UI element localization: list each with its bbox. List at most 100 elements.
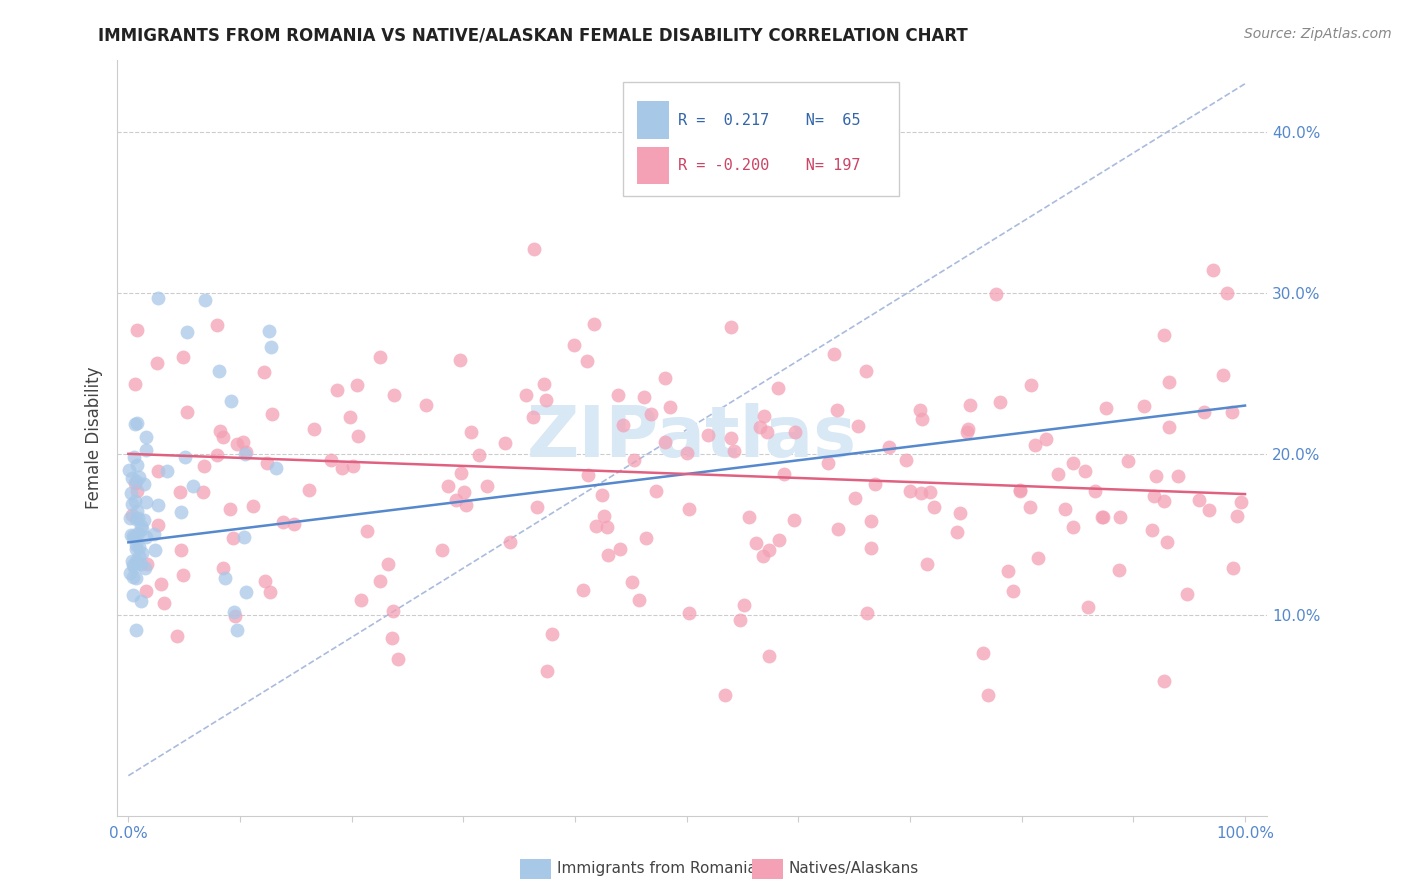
Point [749, 419, 772, 434]
Point [536, 393, 558, 408]
Point [752, 409, 775, 423]
Point [1116, 454, 1139, 468]
Point [221, 531, 243, 545]
Point [146, 464, 169, 478]
Point [728, 613, 751, 627]
Point [1153, 674, 1175, 689]
Point [1092, 509, 1115, 524]
Point [125, 571, 148, 585]
Point [1062, 456, 1084, 470]
Point [758, 648, 780, 663]
Point [863, 477, 886, 491]
Point [898, 484, 921, 499]
Point [253, 574, 276, 588]
Point [253, 366, 276, 380]
Point [208, 424, 231, 438]
Point [877, 440, 900, 454]
Point [124, 417, 146, 432]
Point [1157, 420, 1180, 434]
Point [135, 430, 157, 444]
Point [645, 484, 668, 499]
Point [118, 463, 141, 477]
Point [127, 525, 149, 540]
Point [145, 356, 167, 370]
Point [122, 558, 145, 572]
Point [134, 513, 156, 527]
Point [918, 485, 941, 500]
Point [146, 518, 169, 533]
Point [222, 605, 245, 619]
Bar [637, 146, 669, 185]
Point [768, 533, 790, 548]
Point [124, 377, 146, 392]
Point [205, 318, 228, 332]
Point [640, 407, 662, 421]
Point [156, 464, 179, 478]
Point [745, 536, 768, 550]
Point [768, 381, 790, 395]
Point [1108, 563, 1130, 577]
Point [823, 346, 845, 360]
Point [593, 509, 616, 524]
Text: ZIPatlas: ZIPatlas [527, 403, 858, 472]
Point [976, 688, 998, 702]
Point [128, 540, 150, 554]
Point [1192, 405, 1215, 419]
Point [1143, 489, 1166, 503]
Point [922, 500, 945, 514]
Point [972, 646, 994, 660]
Point [1108, 510, 1130, 524]
Point [125, 554, 148, 568]
Point [174, 450, 197, 464]
Point [142, 526, 165, 541]
Point [208, 363, 231, 377]
Point [460, 425, 482, 439]
Point [415, 398, 437, 412]
Point [522, 410, 544, 425]
Point [609, 542, 631, 557]
Point [1140, 523, 1163, 537]
Point [266, 461, 288, 475]
Point [176, 405, 198, 419]
Point [591, 488, 613, 502]
Point [859, 541, 882, 556]
Point [678, 502, 700, 516]
Point [1094, 401, 1116, 416]
Point [720, 319, 742, 334]
Point [169, 484, 191, 499]
Point [855, 606, 877, 620]
Point [855, 364, 877, 378]
Point [125, 323, 148, 337]
Point [785, 425, 807, 439]
Point [1133, 399, 1156, 413]
Point [986, 286, 1008, 301]
Point [494, 435, 516, 450]
Point [233, 446, 256, 460]
Point [1167, 468, 1189, 483]
Point [122, 588, 145, 602]
Point [1226, 508, 1249, 523]
Point [321, 453, 343, 467]
Point [720, 431, 742, 445]
Point [540, 627, 562, 641]
Point [910, 486, 932, 500]
FancyBboxPatch shape [623, 82, 900, 195]
Point [949, 506, 972, 520]
Point [122, 529, 145, 543]
Point [384, 387, 406, 401]
Point [654, 371, 676, 385]
Point [235, 584, 257, 599]
Point [125, 474, 148, 488]
Point [499, 534, 522, 549]
Point [121, 471, 143, 485]
Point [449, 353, 471, 368]
Point [122, 531, 145, 545]
Point [225, 436, 247, 450]
Point [259, 584, 281, 599]
Point [1026, 550, 1049, 565]
Point [713, 688, 735, 702]
Point [283, 517, 305, 532]
Point [381, 631, 404, 645]
Point [533, 377, 555, 392]
Bar [637, 101, 669, 139]
